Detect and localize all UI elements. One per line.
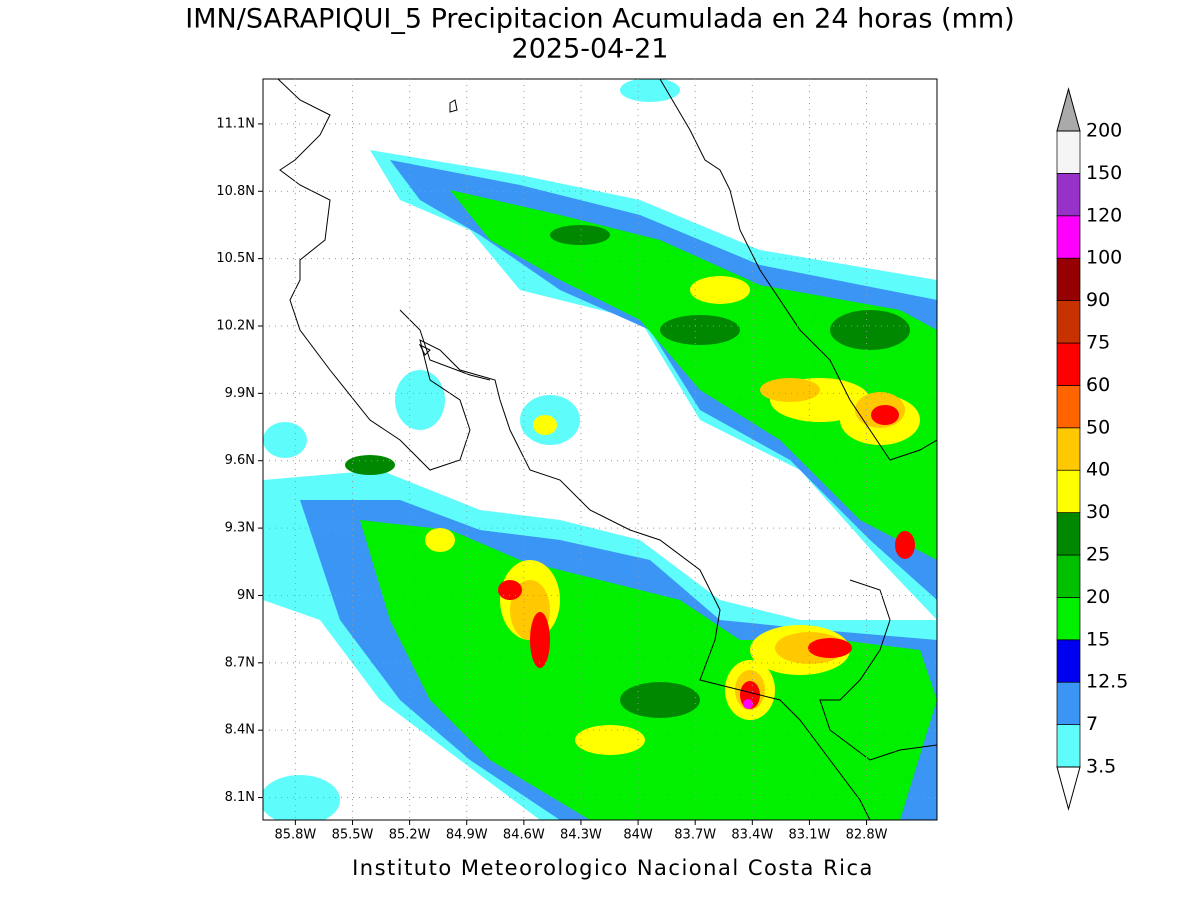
y-tick-label: 8.7N bbox=[225, 655, 255, 670]
colorbar-swatch bbox=[1056, 173, 1081, 217]
colorbar-swatch bbox=[1056, 427, 1081, 471]
colorbar-label: 100 bbox=[1086, 247, 1122, 269]
colorbar-label: 60 bbox=[1086, 374, 1110, 396]
y-tick-label: 9N bbox=[237, 588, 255, 603]
x-tick-label: 84.6W bbox=[503, 828, 545, 843]
colorbar-swatch bbox=[1056, 639, 1081, 683]
colorbar-swatch bbox=[1056, 469, 1081, 513]
colorbar-swatch bbox=[1056, 597, 1081, 641]
colorbar-swatch bbox=[1056, 724, 1081, 768]
x-tick-label: 85.2W bbox=[389, 828, 431, 843]
x-tick-label: 82.8W bbox=[846, 828, 888, 843]
colorbar-over bbox=[1056, 87, 1081, 132]
credit: Instituto Meteorologico Nacional Costa R… bbox=[352, 856, 874, 880]
x-tick-label: 85.5W bbox=[332, 828, 374, 843]
x-tick-label: 83.1W bbox=[789, 828, 831, 843]
colorbar-label: 15 bbox=[1086, 628, 1110, 650]
colorbar-swatch bbox=[1056, 300, 1081, 344]
x-tick-label: 84.3W bbox=[560, 828, 602, 843]
colorbar-swatch bbox=[1056, 257, 1081, 301]
x-tick-label: 83.7W bbox=[674, 828, 716, 843]
colorbar-label: 200 bbox=[1086, 120, 1122, 142]
y-tick-label: 9.9N bbox=[225, 386, 255, 401]
plot-frame bbox=[262, 78, 938, 821]
y-tick-label: 10.8N bbox=[216, 184, 255, 199]
y-tick-label: 10.5N bbox=[216, 251, 255, 266]
colorbar-swatch bbox=[1056, 512, 1081, 556]
colorbar-label: 150 bbox=[1086, 162, 1122, 184]
y-tick-label: 8.1N bbox=[225, 790, 255, 805]
colorbar-label: 3.5 bbox=[1086, 756, 1116, 778]
y-tick-label: 10.2N bbox=[216, 319, 255, 334]
x-tick-label: 84.9W bbox=[446, 828, 488, 843]
y-tick-label: 11.1N bbox=[216, 116, 255, 131]
colorbar-label: 25 bbox=[1086, 544, 1110, 566]
y-tick-label: 9.3N bbox=[225, 521, 255, 536]
colorbar-label: 7 bbox=[1086, 713, 1098, 735]
colorbar-under bbox=[1056, 766, 1081, 811]
colorbar-swatch bbox=[1056, 385, 1081, 429]
x-tick-label: 83.4W bbox=[731, 828, 773, 843]
colorbar-swatch bbox=[1056, 681, 1081, 725]
x-tick-label: 84W bbox=[623, 828, 653, 843]
colorbar-label: 30 bbox=[1086, 501, 1110, 523]
colorbar-label: 20 bbox=[1086, 586, 1110, 608]
colorbar-swatch bbox=[1056, 342, 1081, 386]
colorbar-label: 40 bbox=[1086, 459, 1110, 481]
y-tick-label: 8.4N bbox=[225, 723, 255, 738]
colorbar-label: 50 bbox=[1086, 416, 1110, 438]
colorbar-swatch bbox=[1056, 554, 1081, 598]
colorbar-label: 120 bbox=[1086, 204, 1122, 226]
subtitle: 2025-04-21 bbox=[512, 34, 669, 65]
colorbar-swatch bbox=[1056, 130, 1081, 174]
title: IMN/SARAPIQUI_5 Precipitacion Acumulada … bbox=[185, 4, 1014, 35]
colorbar-label: 75 bbox=[1086, 332, 1110, 354]
colorbar-label: 12.5 bbox=[1086, 671, 1128, 693]
colorbar-swatch bbox=[1056, 215, 1081, 259]
colorbar-label: 90 bbox=[1086, 289, 1110, 311]
x-tick-label: 85.8W bbox=[274, 828, 316, 843]
precip-field bbox=[263, 79, 937, 820]
y-tick-label: 9.6N bbox=[225, 453, 255, 468]
coastline bbox=[277, 79, 937, 820]
